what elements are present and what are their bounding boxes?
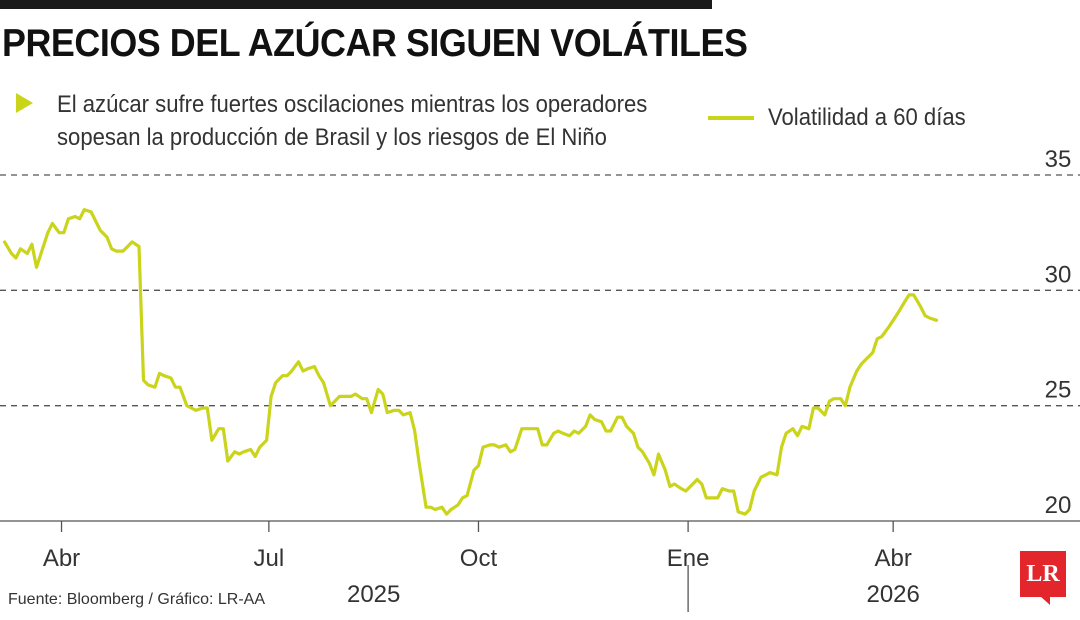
chart-legend: Volatilidad a 60 días [708,104,983,132]
y-tick-label: 25 [1045,377,1072,404]
year-label: 2025 [347,581,400,608]
lr-logo-tail [1040,596,1050,605]
lr-logo: LR [1020,551,1066,597]
y-tick-label: 35 [1045,146,1072,173]
x-tick-label: Abr [43,545,80,572]
page-title: PRECIOS DEL AZÚCAR SIGUEN VOLÁTILES [2,22,748,65]
source-note: Fuente: Bloomberg / Gráfico: LR-AA [8,591,265,608]
top-rule [0,0,712,9]
year-label: 2026 [866,581,919,608]
page-subtitle: El azúcar sufre fuertes oscilaciones mie… [57,88,648,154]
bullet-triangle-icon [16,93,33,113]
x-tick-label: Abr [874,545,911,572]
x-tick-label: Oct [460,545,498,572]
y-tick-label: 30 [1045,261,1072,288]
legend-swatch [708,116,754,120]
legend-label: Volatilidad a 60 días [768,104,966,131]
subtitle-line-2: sopesan la producción de Brasil y los ri… [57,124,607,151]
volatility-series-line [2,208,939,516]
x-tick-label: Jul [254,545,285,572]
subtitle-line-1: El azúcar sufre fuertes oscilaciones mie… [57,91,648,118]
y-tick-label: 20 [1045,492,1072,519]
